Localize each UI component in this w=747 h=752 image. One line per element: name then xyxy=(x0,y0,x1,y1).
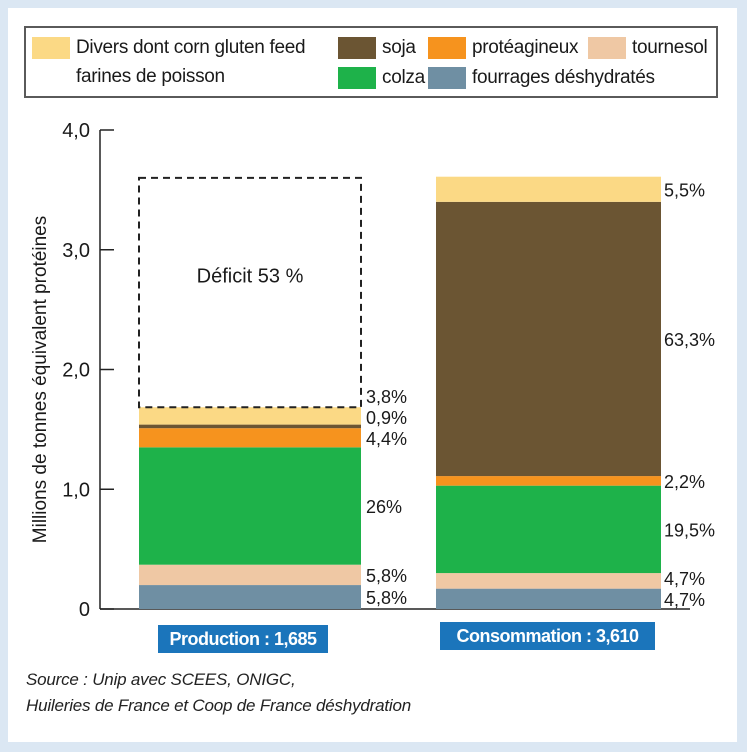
deficit-label: Déficit 53 % xyxy=(197,266,304,288)
legend-swatch-fourrages xyxy=(428,67,466,89)
bar-segment xyxy=(436,176,661,202)
legend-item-divers: Divers dont corn gluten feed xyxy=(32,36,306,60)
legend-label-divers: Divers dont corn gluten feed xyxy=(76,37,306,58)
y-tick-label: 3,0 xyxy=(62,240,90,262)
legend-label-colza: colza xyxy=(382,67,425,88)
source-line-1: Source : Unip avec SCEES, ONIGC, xyxy=(26,670,296,689)
legend-item-proteagineux: protéagineux xyxy=(428,36,579,60)
data-label: 4,7% xyxy=(664,590,705,610)
bar-segment xyxy=(139,585,361,609)
legend-item-colza: colza xyxy=(338,66,425,90)
legend: Divers dont corn gluten feed farines de … xyxy=(24,26,718,98)
bar-segment xyxy=(436,588,661,609)
data-label: 4,7% xyxy=(664,569,705,589)
legend-swatch-colza xyxy=(338,67,376,89)
bar-segment xyxy=(436,573,661,589)
data-label: 5,8% xyxy=(366,588,407,608)
legend-swatch-tournesol xyxy=(588,37,626,59)
data-label: 19,5% xyxy=(664,520,715,540)
legend-swatch-proteagineux xyxy=(428,37,466,59)
bar-segment xyxy=(139,428,361,448)
legend-label-fourrages: fourrages déshydratés xyxy=(472,67,655,88)
data-label: 2,2% xyxy=(664,472,705,492)
y-tick-label: 0 xyxy=(79,599,90,621)
data-label: 63,3% xyxy=(664,330,715,350)
bar-segment xyxy=(436,485,661,574)
bar-segment xyxy=(139,564,361,586)
legend-swatch-soja xyxy=(338,37,376,59)
y-tick-label: 2,0 xyxy=(62,360,90,382)
data-label: 3,8% xyxy=(366,387,407,407)
legend-label-tournesol: tournesol xyxy=(632,37,708,58)
data-label: 26% xyxy=(366,497,402,517)
legend-label-soja: soja xyxy=(382,37,416,58)
y-tick-label: 4,0 xyxy=(62,120,90,142)
data-label: 4,4% xyxy=(366,429,407,449)
y-tick-label: 1,0 xyxy=(62,479,90,501)
legend-label-divers-sub: farines de poisson xyxy=(76,66,225,87)
legend-item-soja: soja xyxy=(338,36,416,60)
bar-segment xyxy=(139,447,361,565)
data-label: 0,9% xyxy=(366,408,407,428)
data-label: 5,8% xyxy=(366,566,407,586)
legend-swatch-divers xyxy=(32,37,70,59)
bar-segment xyxy=(139,407,361,425)
legend-item-fourrages: fourrages déshydratés xyxy=(428,66,655,90)
deficit-box xyxy=(138,176,362,409)
y-axis-label: Millions de tonnes équivalent protéines xyxy=(30,216,51,543)
category-label-production: Production : 1,685 xyxy=(158,625,328,653)
data-label: 5,5% xyxy=(664,180,705,200)
bar-segment xyxy=(139,424,361,429)
bar-segment xyxy=(436,201,661,477)
legend-item-tournesol: tournesol xyxy=(588,36,708,60)
category-label-consommation: Consommation : 3,610 xyxy=(440,622,655,650)
source-line-2: Huileries de France et Coop de France dé… xyxy=(26,696,411,715)
legend-label-proteagineux: protéagineux xyxy=(472,37,579,58)
bar-segment xyxy=(436,476,661,486)
